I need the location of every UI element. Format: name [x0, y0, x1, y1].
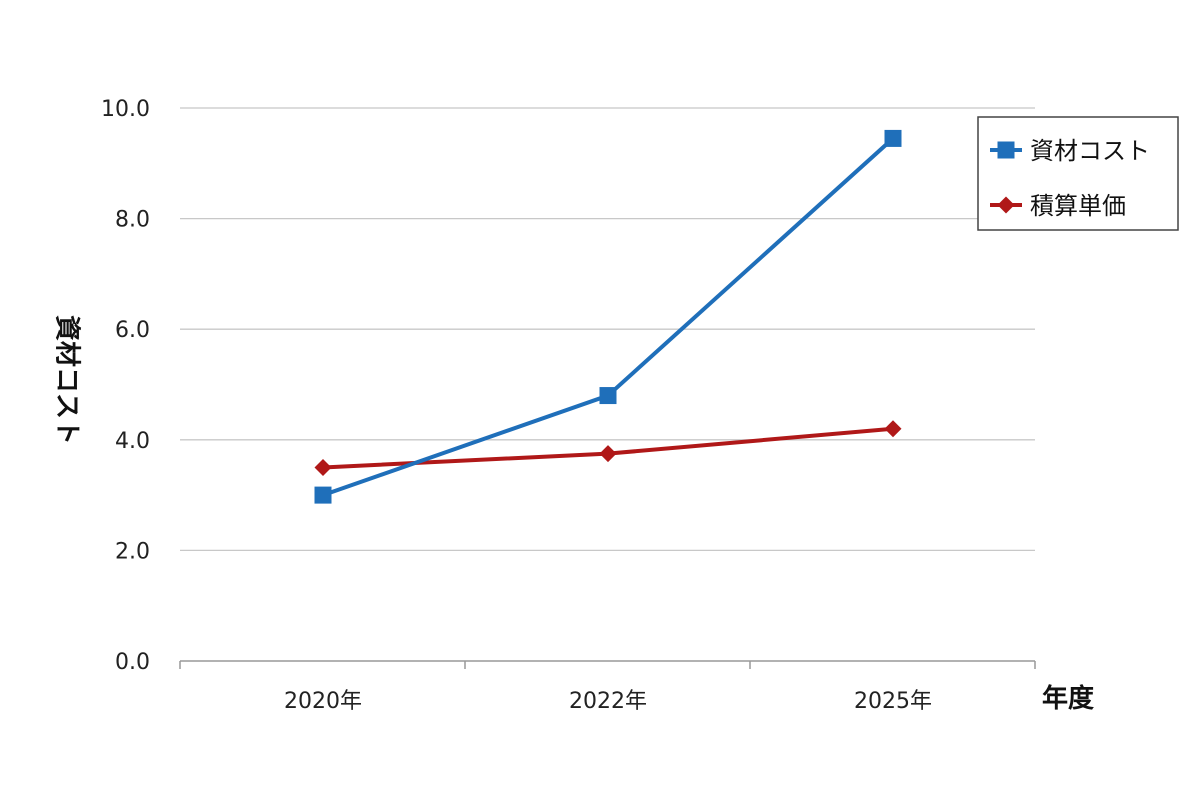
legend-marker: [997, 141, 1015, 159]
data-point: [314, 486, 332, 504]
series-line-material-cost: [322, 136, 895, 497]
legend-marker: [997, 196, 1015, 214]
y-tick-label: 10.0: [101, 97, 150, 122]
gridlines: [180, 107, 1035, 552]
y-axis-title: 資材コスト: [52, 315, 82, 445]
x-axis: 2020年 2022年 2025年: [179, 660, 1036, 714]
x-tick-label: 2020年: [284, 689, 362, 714]
legend-label: 積算単価: [1030, 192, 1126, 220]
data-point: [314, 458, 332, 476]
data-point: [884, 129, 902, 147]
x-axis-title: 年度: [1042, 683, 1094, 714]
y-tick-label: 8.0: [115, 208, 150, 233]
data-point: [599, 445, 617, 463]
data-point: [599, 387, 617, 405]
legend-label: 資材コスト: [1030, 137, 1150, 165]
y-tick-label: 2.0: [115, 539, 150, 564]
y-tick-label: 4.0: [115, 429, 150, 454]
data-point: [884, 420, 902, 438]
y-tick-label: 6.0: [115, 318, 150, 343]
x-tick-label: 2022年: [569, 689, 647, 714]
x-tick-label: 2025年: [854, 689, 932, 714]
y-axis-ticks: 0.0 2.0 4.0 6.0 8.0 10.0: [101, 97, 150, 675]
legend-box: [977, 116, 1179, 231]
series-layer: [314, 129, 902, 504]
y-tick-label: 0.0: [115, 650, 150, 675]
